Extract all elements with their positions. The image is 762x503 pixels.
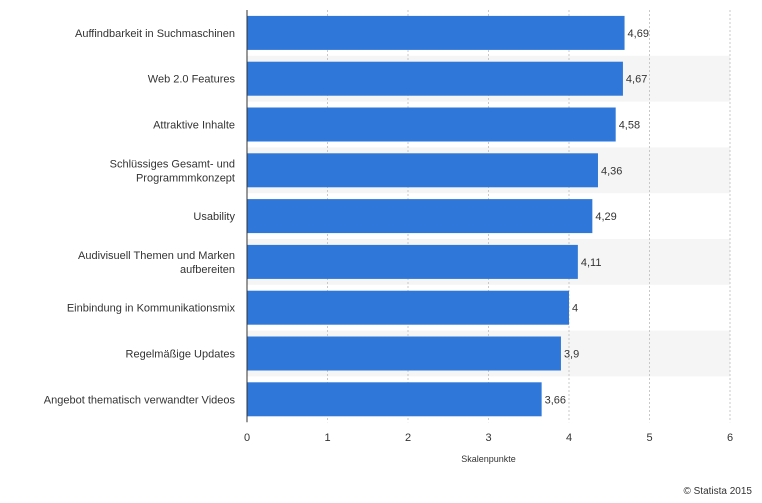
value-label: 4,36 xyxy=(601,165,622,177)
bar xyxy=(247,290,569,325)
category-label: Auffindbarkeit in Suchmaschinen xyxy=(75,28,235,40)
x-tick-label: 1 xyxy=(324,432,330,444)
category-label: Einbindung in Kommunikationsmix xyxy=(67,303,236,315)
x-tick-label: 4 xyxy=(566,432,572,444)
x-tick-label: 2 xyxy=(405,432,411,444)
value-label: 4,67 xyxy=(626,74,647,86)
category-label: Web 2.0 Features xyxy=(148,74,236,86)
value-label: 3,66 xyxy=(545,394,566,406)
value-label: 4,11 xyxy=(581,257,602,269)
bar xyxy=(247,15,625,50)
category-label: Audivisuell Themen und Marken xyxy=(78,250,235,262)
value-label: 4,29 xyxy=(595,211,616,223)
statista-credit: © Statista 2015 xyxy=(683,486,752,497)
bar xyxy=(247,244,578,279)
category-label: Attraktive Inhalte xyxy=(153,120,235,132)
x-tick-label: 3 xyxy=(485,432,491,444)
value-label: 4,69 xyxy=(628,28,649,40)
bar xyxy=(247,199,593,234)
bar xyxy=(247,153,598,188)
bar xyxy=(247,107,616,142)
x-tick-label: 6 xyxy=(727,432,733,444)
value-label: 3,9 xyxy=(564,349,579,361)
category-label: aufbereiten xyxy=(180,264,235,276)
x-axis-title: Skalenpunkte xyxy=(461,454,516,464)
value-label: 4 xyxy=(572,303,578,315)
value-label: 4,58 xyxy=(619,120,640,132)
bar xyxy=(247,382,542,417)
x-tick-label: 5 xyxy=(646,432,652,444)
bar xyxy=(247,61,623,96)
category-label: Schlüssiges Gesamt- und xyxy=(110,158,235,170)
category-label: Usability xyxy=(193,211,235,223)
x-tick-label: 0 xyxy=(244,432,250,444)
category-label: Regelmäßige Updates xyxy=(126,349,236,361)
category-label: Angebot thematisch verwandter Videos xyxy=(44,394,236,406)
category-label: Programmmkonzept xyxy=(136,172,235,184)
bar xyxy=(247,336,561,371)
